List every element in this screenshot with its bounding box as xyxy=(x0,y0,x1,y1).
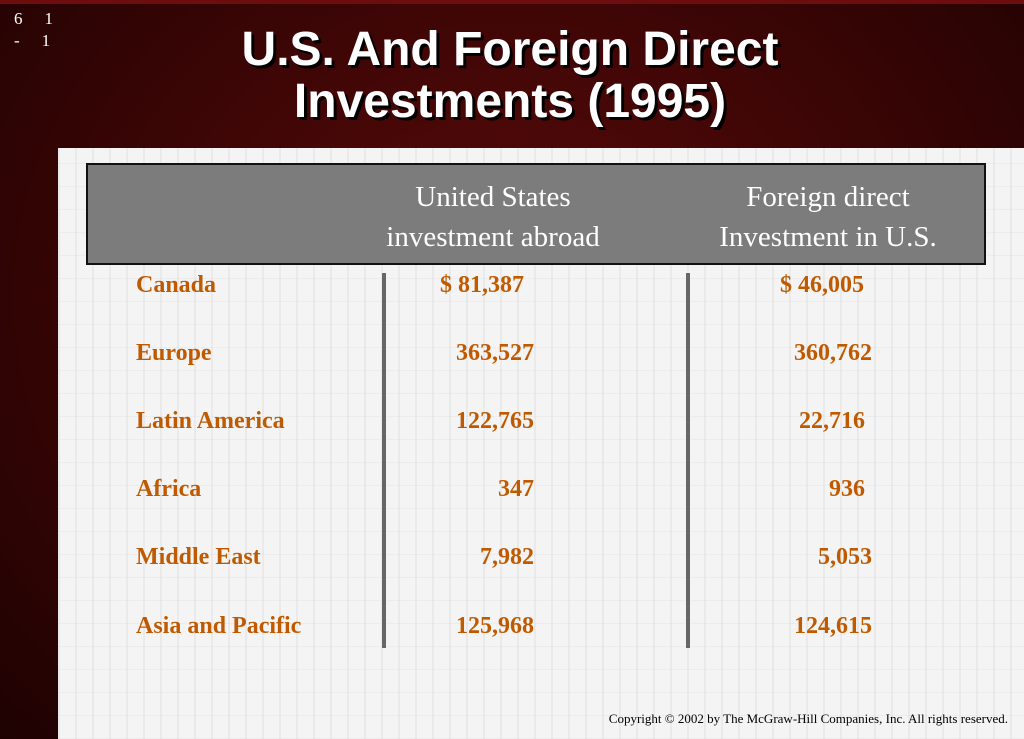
cell-foreign-in-us-middle-east: 5,053 xyxy=(818,544,872,570)
top-border xyxy=(0,0,1024,4)
cell-foreign-in-us-latin-america: 22,716 xyxy=(799,408,865,434)
cell-us-abroad-europe: 363,527 xyxy=(456,340,534,366)
slide-number: 6 1 - 1 xyxy=(14,8,53,52)
cell-foreign-in-us-canada: $ 46,005 xyxy=(780,272,864,298)
cell-us-abroad-asia-pacific: 125,968 xyxy=(456,613,534,639)
cell-foreign-in-us-asia-pacific: 124,615 xyxy=(794,613,872,639)
column-divider-right xyxy=(686,273,690,648)
cell-us-abroad-canada: $ 81,387 xyxy=(440,272,524,298)
cell-us-abroad-africa: 347 xyxy=(498,476,534,502)
slide-number-page: 1 xyxy=(44,9,54,28)
slide-number-separator: - xyxy=(14,31,20,50)
row-label-middle-east: Middle East xyxy=(136,544,261,570)
column-divider-left xyxy=(382,273,386,648)
cell-us-abroad-middle-east: 7,982 xyxy=(480,544,534,570)
header-foreign-investment-in-us: Foreign direct Investment in U.S. xyxy=(719,181,937,253)
header-us-investment-abroad: United States investment abroad xyxy=(386,181,600,253)
copyright-notice: Copyright © 2002 by The McGraw-Hill Comp… xyxy=(608,711,1008,726)
slide-title: U.S. And Foreign Direct Investments (199… xyxy=(241,23,779,128)
slide-number-chapter: 6 xyxy=(14,9,23,28)
row-label-latin-america: Latin America xyxy=(136,408,285,434)
cell-us-abroad-latin-america: 122,765 xyxy=(456,408,534,434)
row-label-africa: Africa xyxy=(136,476,202,502)
cell-foreign-in-us-europe: 360,762 xyxy=(794,340,872,366)
slide-number-page-2: 1 xyxy=(41,31,51,50)
row-label-canada: Canada xyxy=(136,272,217,298)
row-label-asia-pacific: Asia and Pacific xyxy=(136,613,302,639)
row-label-europe: Europe xyxy=(136,340,212,366)
table-header: United States investment abroad Foreign … xyxy=(86,163,986,265)
cell-foreign-in-us-africa: 936 xyxy=(829,476,865,502)
